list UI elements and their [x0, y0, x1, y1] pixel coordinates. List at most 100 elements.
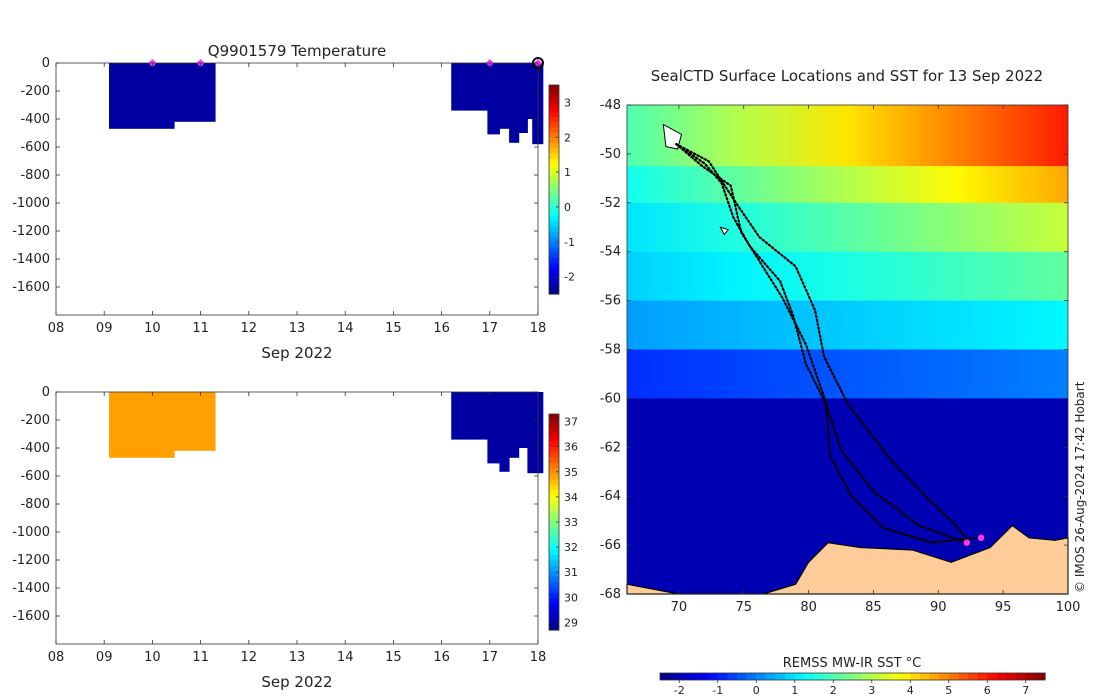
x-tick-label: 13 — [289, 650, 306, 665]
colorbar-swatch — [549, 184, 559, 191]
map-title: SealCTD Surface Locations and SST for 13… — [651, 67, 1043, 85]
x-tick-label: 11 — [192, 321, 209, 336]
colorbar-swatch — [549, 468, 559, 474]
colorbar-tick-label: 4 — [907, 684, 914, 697]
colorbar-swatch — [549, 532, 559, 539]
x-tick-label: 100 — [1056, 600, 1081, 615]
colorbar-tick-label: 6 — [984, 684, 991, 697]
colorbar-swatch — [549, 516, 559, 523]
colorbar-swatch — [549, 288, 559, 295]
sst-band — [627, 300, 1068, 350]
x-tick-label: 16 — [433, 650, 450, 665]
colorbar-swatch — [549, 624, 559, 631]
colorbar-swatch — [549, 283, 559, 290]
y-tick-label: -800 — [20, 168, 50, 183]
profile-cell — [527, 63, 533, 119]
colorbar-swatch — [794, 673, 805, 680]
x-tick-label: 14 — [337, 650, 354, 665]
colorbar-swatch — [549, 137, 559, 144]
salinity-xlabel: Sep 2022 — [261, 673, 332, 691]
colorbar-tick-label: 37 — [564, 416, 578, 429]
colorbar-tick-label: 5 — [945, 684, 952, 697]
colorbar-tick-label: -2 — [564, 271, 575, 284]
imos-credit: © IMOS 26-Aug-2024 17:42 Hobart — [1073, 381, 1087, 593]
profile-cell — [509, 392, 520, 458]
y-tick-label: -600 — [20, 469, 50, 484]
colorbar-tick-label: 34 — [564, 491, 578, 504]
colorbar-swatch — [833, 673, 844, 680]
colorbar-swatch — [823, 673, 834, 680]
colorbar-tick-label: 0 — [753, 684, 760, 697]
x-tick-label: 15 — [385, 650, 402, 665]
colorbar-tick-label: 3 — [564, 96, 571, 109]
colorbar-swatch — [549, 241, 559, 248]
y-tick-label: -1200 — [12, 224, 50, 239]
colorbar-swatch — [900, 673, 911, 680]
salinity-colorbar: 29 30 31 32 33 34 35 36 37 — [548, 413, 578, 631]
y-tick-label: -200 — [20, 413, 50, 428]
colorbar-swatch — [549, 105, 559, 112]
y-tick-label: -58 — [600, 343, 621, 358]
x-tick-label: 13 — [289, 321, 306, 336]
colorbar-swatch — [549, 527, 559, 534]
x-tick-label: 15 — [385, 321, 402, 336]
colorbar-swatch — [549, 273, 559, 279]
y-tick-label: -600 — [20, 140, 50, 155]
profile-cell — [487, 392, 500, 464]
colorbar-swatch — [804, 673, 815, 680]
x-tick-label: 08 — [48, 321, 65, 336]
colorbar-swatch — [765, 673, 777, 680]
colorbar-swatch — [660, 673, 671, 680]
x-tick-label: 14 — [337, 321, 354, 336]
profile-cell — [174, 392, 216, 451]
colorbar-tick-label: 29 — [564, 616, 578, 629]
colorbar-swatch — [549, 414, 559, 420]
colorbar-swatch — [549, 132, 559, 138]
colorbar-swatch — [785, 673, 796, 680]
colorbar-swatch — [549, 457, 559, 464]
colorbar-swatch — [717, 673, 728, 680]
colorbar-tick-label: 1 — [564, 166, 571, 179]
colorbar-tick-label: 30 — [564, 591, 578, 604]
y-tick-label: 0 — [42, 385, 50, 400]
x-tick-label: 18 — [530, 650, 547, 665]
colorbar-swatch — [549, 158, 559, 164]
profile-cell — [527, 392, 544, 474]
colorbar-swatch — [549, 576, 559, 582]
colorbar-swatch — [968, 673, 979, 680]
profile-cell — [487, 63, 500, 135]
sst-band — [627, 166, 1068, 204]
colorbar-swatch — [549, 478, 559, 485]
colorbar-tick-label: 2 — [830, 684, 837, 697]
seal-track — [675, 143, 970, 542]
colorbar-swatch — [549, 538, 559, 545]
x-tick-label: 95 — [995, 600, 1012, 615]
temperature-xlabel: Sep 2022 — [261, 344, 332, 362]
colorbar-swatch — [1006, 673, 1017, 680]
colorbar-swatch — [814, 673, 825, 680]
x-tick-label: 10 — [144, 650, 161, 665]
y-tick-label: -54 — [600, 245, 621, 260]
colorbar-swatch — [996, 673, 1008, 680]
colorbar-swatch — [549, 473, 559, 480]
colorbar-swatch — [549, 489, 559, 496]
colorbar-swatch — [549, 586, 559, 593]
colorbar-swatch — [549, 451, 559, 458]
colorbar-tick-label: 1 — [791, 684, 798, 697]
colorbar-swatch — [549, 570, 559, 577]
colorbar-swatch — [549, 173, 559, 180]
colorbar-swatch — [698, 673, 709, 680]
profile-cell — [109, 63, 175, 129]
colorbar-tick-label: 36 — [564, 441, 578, 454]
y-tick-label: -68 — [600, 587, 621, 602]
y-tick-label: -800 — [20, 497, 50, 512]
colorbar-swatch — [1025, 673, 1036, 680]
heard-island — [719, 226, 730, 236]
colorbar-tick-label: 32 — [564, 541, 578, 554]
colorbar-tick-label: 35 — [564, 466, 578, 479]
colorbar-swatch — [549, 210, 559, 217]
colorbar-swatch — [852, 673, 863, 680]
x-tick-label: 16 — [433, 321, 450, 336]
x-tick-label: 09 — [96, 650, 113, 665]
x-tick-label: 90 — [930, 600, 947, 615]
